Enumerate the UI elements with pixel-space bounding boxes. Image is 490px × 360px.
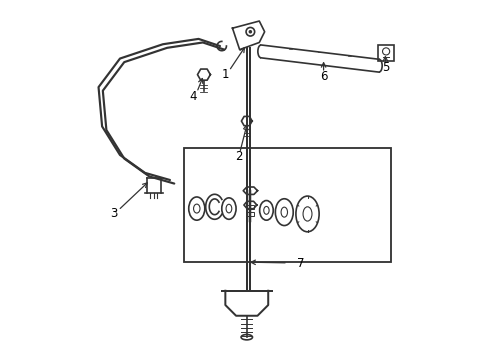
Text: 7: 7: [296, 257, 304, 270]
Bar: [247, 205, 254, 208]
Text: 3: 3: [110, 207, 118, 220]
Circle shape: [248, 30, 252, 33]
Text: 2: 2: [235, 150, 243, 163]
Text: 6: 6: [320, 70, 327, 83]
Bar: [184, 148, 392, 262]
Bar: [247, 212, 254, 216]
Text: 4: 4: [190, 90, 197, 103]
Text: 5: 5: [382, 61, 389, 74]
Text: 1: 1: [221, 68, 229, 81]
